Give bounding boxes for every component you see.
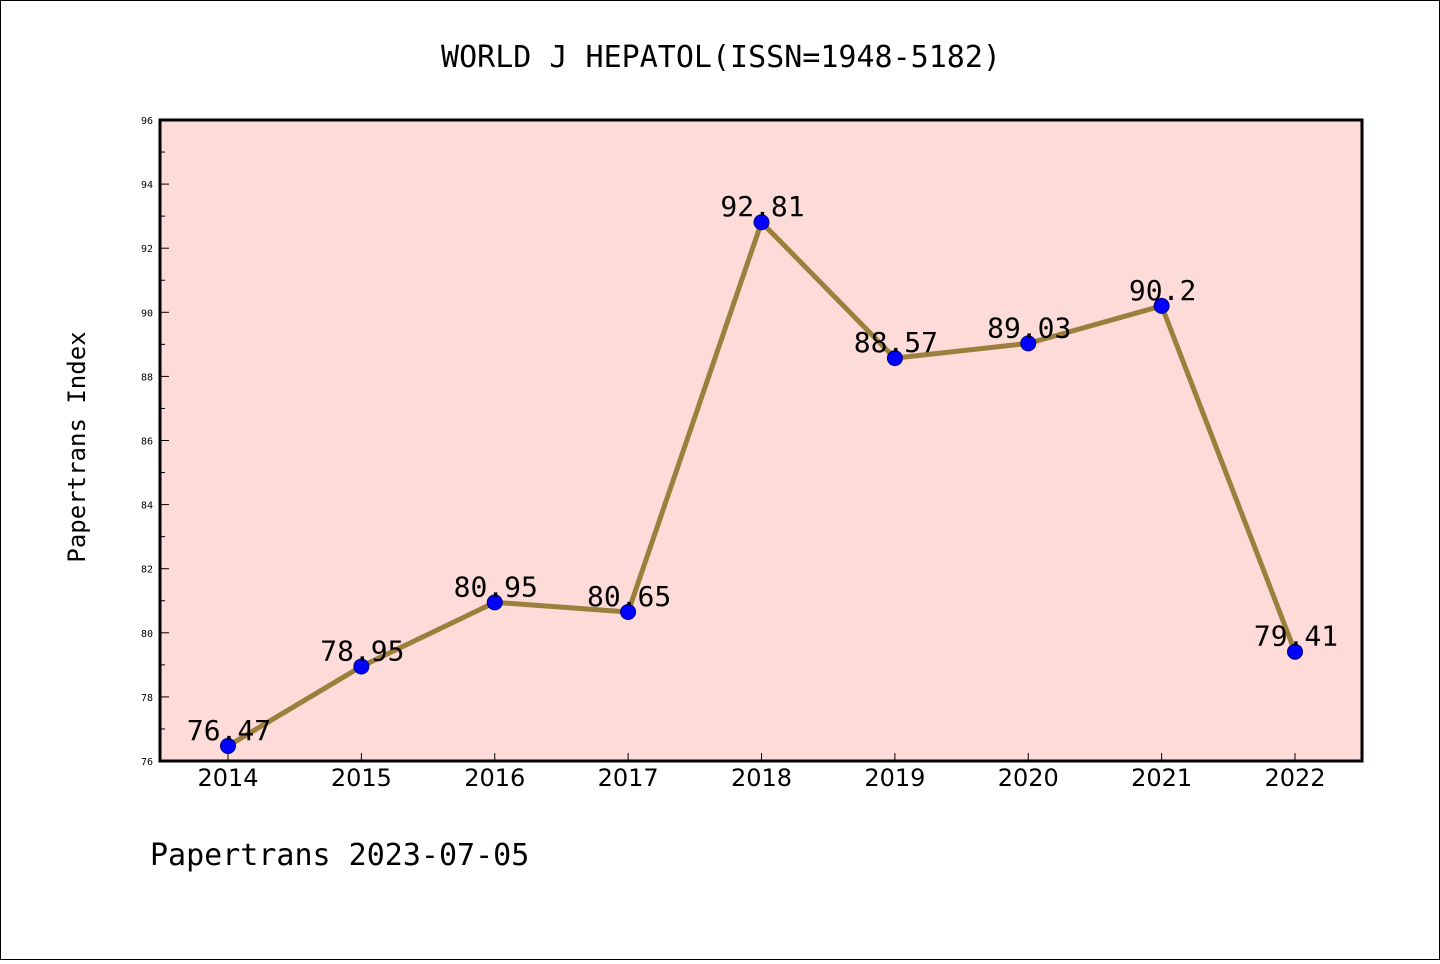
chart-title: WORLD J HEPATOL(ISSN=1948-5182) [441, 40, 1001, 75]
data-point [1153, 297, 1170, 314]
data-point [486, 594, 503, 611]
data-label: 80.65 [587, 580, 671, 613]
data-point [753, 214, 770, 231]
data-point [1287, 643, 1303, 660]
data-point [620, 603, 637, 620]
y-tick-label: 90 [141, 308, 153, 319]
series-layer [220, 214, 1303, 754]
data-label: 88.57 [854, 326, 938, 359]
x-axis-ticks: 2014 2015 2016 2017 2018 2019 2020 2021 2022 [197, 753, 1326, 792]
data-point [353, 658, 370, 675]
x-tick-label: 2015 [331, 764, 392, 792]
x-tick-label: 2014 [197, 764, 258, 792]
x-tick-label: 2019 [864, 764, 925, 792]
data-label: 79.41 [1254, 620, 1338, 653]
y-tick-label: 86 [141, 437, 153, 448]
x-tick-label: 2021 [1131, 764, 1192, 792]
footer-text: Papertrans 2023-07-05 [150, 838, 529, 873]
data-label: 92.81 [720, 190, 804, 223]
y-tick-label: 76 [141, 757, 153, 768]
x-tick-label: 2018 [731, 764, 792, 792]
data-point [886, 350, 903, 367]
y-tick-label: 84 [141, 501, 153, 512]
data-label: 80.95 [454, 570, 538, 603]
data-label: 76.47 [187, 714, 271, 747]
y-tick-label: 82 [141, 565, 153, 576]
y-tick-label: 88 [141, 372, 153, 383]
x-tick-label: 2017 [598, 764, 659, 792]
data-point [220, 737, 236, 754]
y-tick-label: 94 [141, 180, 153, 191]
x-tick-label: 2020 [998, 764, 1059, 792]
y-tick-label: 96 [141, 116, 153, 127]
y-tick-label: 78 [141, 693, 153, 704]
y-axis-ticks: 76 78 80 82 84 86 88 90 92 94 96 [141, 116, 169, 768]
data-point [1020, 335, 1037, 352]
data-label: 90.2 [1129, 274, 1196, 307]
x-tick-label: 2022 [1264, 764, 1325, 792]
data-label: 89.03 [987, 311, 1071, 344]
x-tick-label: 2016 [464, 764, 525, 792]
data-labels: 76.47 78.95 80.95 80.65 92.81 88.57 89.03 90.2 7… [187, 190, 1338, 747]
y-axis-label: Papertrans Index [63, 331, 91, 562]
y-tick-label: 80 [141, 629, 153, 640]
y-tick-label: 92 [141, 244, 153, 255]
data-label: 78.95 [320, 634, 404, 667]
